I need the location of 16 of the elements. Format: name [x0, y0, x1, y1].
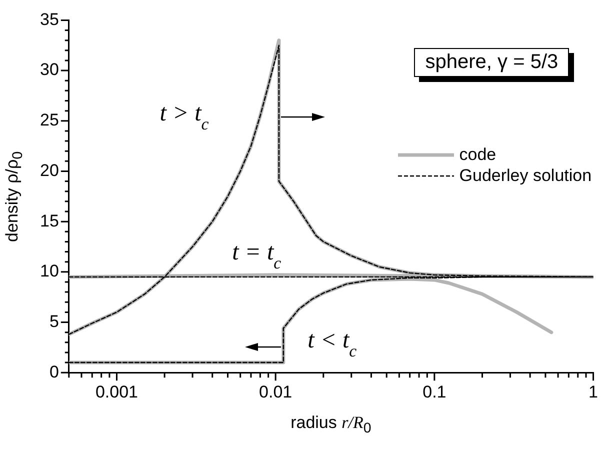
legend-label: Guderley solution [459, 166, 592, 186]
y-tick-label: 20 [40, 160, 59, 180]
x-tick-label: 0.001 [95, 382, 138, 402]
y-tick-label: 35 [40, 10, 59, 29]
x-tick-label: 1 [588, 382, 598, 402]
annotation: sphere, γ = 5/3 [414, 48, 570, 78]
y-tick-label: 30 [40, 60, 59, 80]
y-tick-label: 5 [49, 312, 59, 331]
y-tick-label: 25 [40, 110, 59, 130]
legend-label: code [459, 144, 496, 165]
y-tick-label: 0 [49, 362, 59, 382]
x-tick-label: 0.1 [422, 382, 446, 402]
x-tick-label: 0.01 [259, 382, 292, 402]
x-axis-title: radius r/R$_{0}$ [290, 412, 372, 436]
y-tick-label: 10 [40, 262, 59, 281]
y-tick-label: 15 [40, 211, 59, 230]
